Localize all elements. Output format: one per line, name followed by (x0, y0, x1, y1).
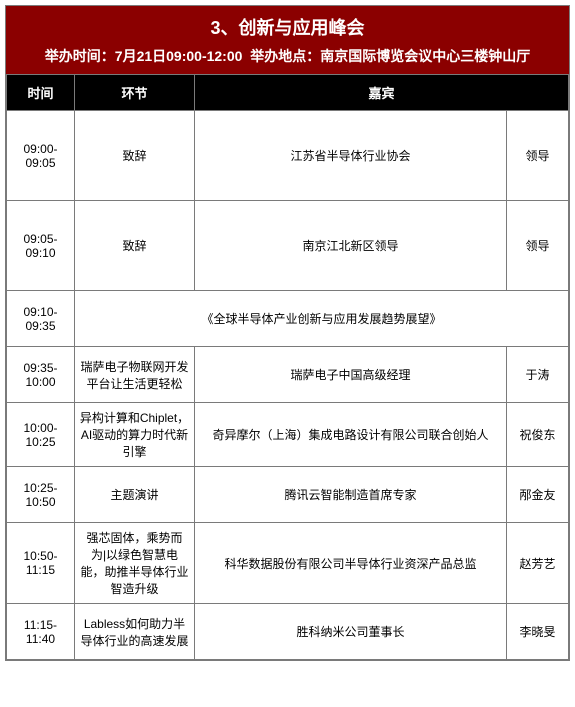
cell-time: 09:35-10:00 (7, 347, 75, 403)
cell-segment: Labless如何助力半导体行业的高速发展 (75, 604, 195, 660)
table-row: 09:10-09:35《全球半导体产业创新与应用发展趋势展望》 (7, 291, 569, 347)
cell-segment: 强芯固体，乘势而为|以绿色智慧电能，助推半导体行业智造升级 (75, 523, 195, 604)
cell-role: 邴金友 (506, 467, 568, 523)
venue-value: 南京国际博览会议中心三楼钟山厅 (320, 48, 530, 64)
cell-fullspan: 《全球半导体产业创新与应用发展趋势展望》 (75, 291, 569, 347)
venue-label: 举办地点： (250, 48, 320, 64)
datetime-label: 举办时间： (45, 48, 115, 64)
datetime-value: 7月21日09:00-12:00 (115, 48, 243, 64)
cell-segment: 瑞萨电子物联网开发平台让生活更轻松 (75, 347, 195, 403)
col-header-time: 时间 (7, 75, 75, 111)
table-header-row: 时间 环节 嘉宾 (7, 75, 569, 111)
schedule-table: 时间 环节 嘉宾 09:00-09:05致辞江苏省半导体行业协会领导09:05-… (6, 74, 569, 660)
cell-segment: 致辞 (75, 111, 195, 201)
cell-role: 于涛 (506, 347, 568, 403)
cell-time: 11:15-11:40 (7, 604, 75, 660)
table-row: 10:25-10:50主题演讲腾讯云智能制造首席专家邴金友 (7, 467, 569, 523)
table-row: 09:00-09:05致辞江苏省半导体行业协会领导 (7, 111, 569, 201)
cell-segment: 异构计算和Chiplet，AI驱动的算力时代新引擎 (75, 403, 195, 467)
cell-time: 10:00-10:25 (7, 403, 75, 467)
cell-time: 10:25-10:50 (7, 467, 75, 523)
header-subtitle: 举办时间：7月21日09:00-12:00 举办地点：南京国际博览会议中心三楼钟… (6, 46, 569, 66)
cell-guest: 科华数据股份有限公司半导体行业资深产品总监 (195, 523, 507, 604)
cell-guest: 江苏省半导体行业协会 (195, 111, 507, 201)
cell-guest: 奇异摩尔（上海）集成电路设计有限公司联合创始人 (195, 403, 507, 467)
col-header-guest: 嘉宾 (195, 75, 569, 111)
table-row: 11:15-11:40Labless如何助力半导体行业的高速发展胜科纳米公司董事… (7, 604, 569, 660)
cell-time: 10:50-11:15 (7, 523, 75, 604)
cell-segment: 主题演讲 (75, 467, 195, 523)
cell-guest: 瑞萨电子中国高级经理 (195, 347, 507, 403)
table-row: 10:00-10:25异构计算和Chiplet，AI驱动的算力时代新引擎奇异摩尔… (7, 403, 569, 467)
cell-guest: 腾讯云智能制造首席专家 (195, 467, 507, 523)
cell-time: 09:05-09:10 (7, 201, 75, 291)
cell-guest: 胜科纳米公司董事长 (195, 604, 507, 660)
cell-time: 09:00-09:05 (7, 111, 75, 201)
header-title: 3、创新与应用峰会 (6, 14, 569, 40)
table-row: 10:50-11:15强芯固体，乘势而为|以绿色智慧电能，助推半导体行业智造升级… (7, 523, 569, 604)
cell-guest: 南京江北新区领导 (195, 201, 507, 291)
cell-time: 09:10-09:35 (7, 291, 75, 347)
cell-role: 赵芳艺 (506, 523, 568, 604)
table-body: 09:00-09:05致辞江苏省半导体行业协会领导09:05-09:10致辞南京… (7, 111, 569, 660)
col-header-segment: 环节 (75, 75, 195, 111)
cell-role: 祝俊东 (506, 403, 568, 467)
table-row: 09:05-09:10致辞南京江北新区领导领导 (7, 201, 569, 291)
cell-role: 领导 (506, 201, 568, 291)
cell-segment: 致辞 (75, 201, 195, 291)
schedule-container: 3、创新与应用峰会 举办时间：7月21日09:00-12:00 举办地点：南京国… (5, 5, 570, 661)
header-block: 3、创新与应用峰会 举办时间：7月21日09:00-12:00 举办地点：南京国… (6, 6, 569, 74)
cell-role: 李晓旻 (506, 604, 568, 660)
table-row: 09:35-10:00瑞萨电子物联网开发平台让生活更轻松瑞萨电子中国高级经理于涛 (7, 347, 569, 403)
cell-role: 领导 (506, 111, 568, 201)
